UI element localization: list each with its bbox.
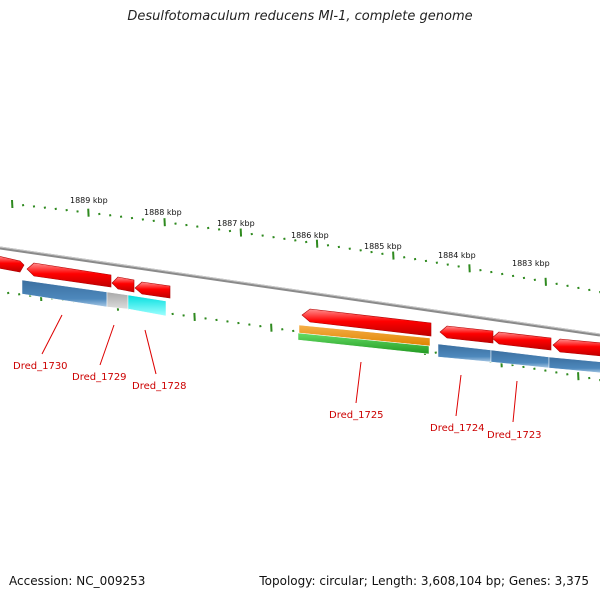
leader-dred-1730 (41, 314, 63, 355)
scale-label-1885kbp: 1885 kbp (364, 242, 402, 251)
gene-label-dred-1723[interactable]: Dred_1723 (487, 430, 542, 441)
genome-backbone (0, 246, 600, 337)
leader-dred-1728 (144, 329, 157, 375)
cog-bar-dred-1725-green[interactable] (297, 332, 430, 355)
genome-summary-text: Topology: circular; Length: 3,608,104 bp… (259, 574, 589, 588)
gene-label-dred-1725[interactable]: Dred_1725 (329, 410, 384, 421)
cog-bar-dred-1725-orange[interactable] (298, 324, 431, 347)
leader-dred-1723 (512, 380, 518, 423)
cds-arrow-dred-1728[interactable] (134, 281, 171, 299)
cds-arrow-dred-1723[interactable] (491, 331, 552, 351)
scale-label-1889kbp: 1889 kbp (70, 196, 108, 205)
scale-labels: 1889 kbp 1888 kbp 1887 kbp 1886 kbp 1885… (70, 196, 550, 268)
leader-dred-1725 (355, 361, 362, 404)
cds-arrow-dred-1730[interactable] (26, 262, 112, 288)
outer-tick-row (11, 199, 600, 294)
scale-label-1888kbp: 1888 kbp (144, 208, 182, 217)
cog-features (21, 279, 600, 374)
leader-dred-1724 (455, 374, 462, 417)
gene-label-dred-1724[interactable]: Dred_1724 (430, 423, 485, 434)
cog-bar-dred-1729[interactable] (106, 291, 129, 310)
genome-backbone-highlight (0, 246, 600, 335)
cds-arrow-edge-right[interactable] (552, 338, 600, 357)
cog-bar-edge-right[interactable] (548, 356, 600, 374)
cog-bar-dred-1728[interactable] (127, 294, 167, 317)
gene-label-dred-1730[interactable]: Dred_1730 (13, 361, 68, 372)
map-title: Desulfotomaculum reducens MI-1, complete… (127, 9, 473, 24)
cog-bar-dred-1724[interactable] (437, 343, 492, 363)
gene-label-dred-1728[interactable]: Dred_1728 (132, 381, 187, 392)
accession-text: Accession: NC_009253 (9, 574, 146, 588)
cds-features (0, 256, 600, 357)
cog-bar-dred-1723[interactable] (490, 349, 550, 369)
cds-arrow-dred-1724[interactable] (439, 325, 494, 344)
gene-leader-lines (41, 314, 518, 423)
scale-label-1887kbp: 1887 kbp (217, 219, 255, 228)
leader-dred-1729 (99, 324, 115, 366)
cds-arrow-dred-1725[interactable] (301, 308, 432, 337)
gene-label-dred-1729[interactable]: Dred_1729 (72, 372, 127, 383)
scale-label-1883kbp: 1883 kbp (512, 259, 550, 268)
gene-labels: Dred_1730 Dred_1729 Dred_1728 Dred_1725 … (13, 361, 542, 441)
scale-label-1884kbp: 1884 kbp (438, 251, 476, 260)
scale-label-1886kbp: 1886 kbp (291, 231, 329, 240)
cds-arrow-edge-left[interactable] (0, 256, 25, 273)
cds-arrow-dred-1729[interactable] (111, 276, 135, 293)
